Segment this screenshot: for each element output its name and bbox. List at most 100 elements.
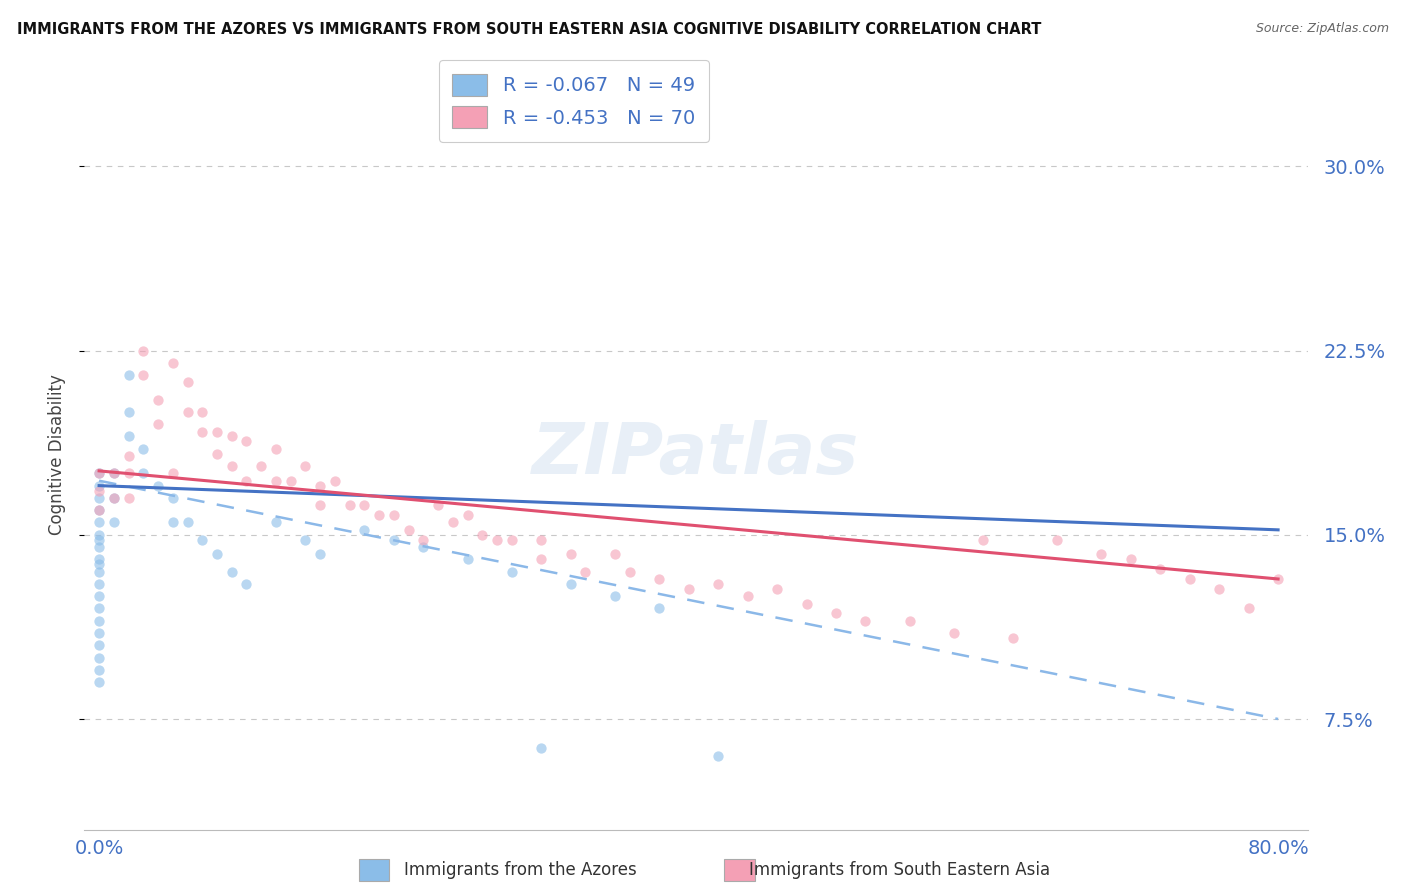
Point	[87, 614, 110, 628]
Point	[87, 467, 110, 481]
Point	[235, 474, 257, 488]
Point	[382, 508, 405, 522]
Point	[221, 429, 243, 443]
Point	[103, 516, 125, 530]
Point	[1237, 601, 1260, 615]
Point	[205, 425, 228, 439]
Point	[294, 458, 316, 473]
Point	[117, 449, 139, 463]
Point	[766, 582, 789, 596]
Point	[191, 425, 214, 439]
Text: Immigrants from South Eastern Asia: Immigrants from South Eastern Asia	[749, 861, 1050, 879]
Point	[942, 626, 965, 640]
Point	[250, 458, 273, 473]
Point	[353, 523, 375, 537]
Point	[294, 533, 316, 547]
Point	[898, 614, 921, 628]
Point	[412, 533, 434, 547]
Point	[619, 565, 641, 579]
Point	[87, 638, 110, 652]
Point	[87, 483, 110, 498]
Point	[264, 442, 287, 456]
Point	[205, 548, 228, 562]
Point	[235, 434, 257, 449]
Point	[353, 498, 375, 512]
Point	[162, 491, 184, 505]
Point	[87, 589, 110, 603]
Point	[87, 552, 110, 566]
Text: Immigrants from the Azores: Immigrants from the Azores	[404, 861, 637, 879]
Point	[235, 577, 257, 591]
Point	[191, 405, 214, 419]
Point	[87, 675, 110, 690]
Point	[323, 474, 346, 488]
Point	[87, 503, 110, 517]
Point	[117, 491, 139, 505]
Text: Source: ZipAtlas.com: Source: ZipAtlas.com	[1256, 22, 1389, 36]
Point	[162, 516, 184, 530]
Point	[560, 548, 582, 562]
Point	[103, 467, 125, 481]
Point	[221, 458, 243, 473]
Point	[1208, 582, 1230, 596]
Point	[1119, 552, 1142, 566]
Point	[574, 565, 596, 579]
Point	[1149, 562, 1171, 576]
Point	[264, 516, 287, 530]
Point	[176, 376, 198, 390]
Bar	[724, 858, 755, 881]
Point	[191, 533, 214, 547]
Point	[825, 607, 848, 621]
Point	[221, 565, 243, 579]
Point	[87, 503, 110, 517]
Point	[530, 552, 553, 566]
Point	[176, 516, 198, 530]
Point	[87, 663, 110, 677]
Point	[368, 508, 391, 522]
Point	[530, 533, 553, 547]
Point	[132, 368, 155, 382]
Point	[501, 533, 523, 547]
Point	[309, 478, 332, 492]
Point	[855, 614, 877, 628]
Point	[678, 582, 700, 596]
Point	[132, 442, 155, 456]
Point	[471, 528, 494, 542]
Text: IMMIGRANTS FROM THE AZORES VS IMMIGRANTS FROM SOUTH EASTERN ASIA COGNITIVE DISAB: IMMIGRANTS FROM THE AZORES VS IMMIGRANTS…	[17, 22, 1042, 37]
Point	[87, 528, 110, 542]
Point	[87, 533, 110, 547]
Point	[103, 491, 125, 505]
Point	[309, 548, 332, 562]
Y-axis label: Cognitive Disability: Cognitive Disability	[48, 375, 66, 535]
Point	[87, 540, 110, 554]
Point	[485, 533, 508, 547]
Point	[87, 601, 110, 615]
Point	[146, 392, 169, 407]
Point	[707, 748, 730, 763]
Point	[264, 474, 287, 488]
Point	[309, 498, 332, 512]
Point	[87, 478, 110, 492]
Point	[103, 467, 125, 481]
Point	[427, 498, 450, 512]
Point	[87, 516, 110, 530]
Point	[382, 533, 405, 547]
Point	[87, 491, 110, 505]
Point	[132, 343, 155, 358]
Point	[398, 523, 420, 537]
Point	[87, 558, 110, 572]
Point	[87, 565, 110, 579]
Point	[117, 368, 139, 382]
Point	[117, 405, 139, 419]
Point	[87, 650, 110, 665]
Point	[603, 589, 626, 603]
Point	[560, 577, 582, 591]
Point	[146, 417, 169, 432]
Point	[457, 508, 479, 522]
Point	[162, 467, 184, 481]
Point	[87, 467, 110, 481]
Point	[132, 467, 155, 481]
Point	[205, 447, 228, 461]
Point	[1090, 548, 1112, 562]
Point	[441, 516, 464, 530]
